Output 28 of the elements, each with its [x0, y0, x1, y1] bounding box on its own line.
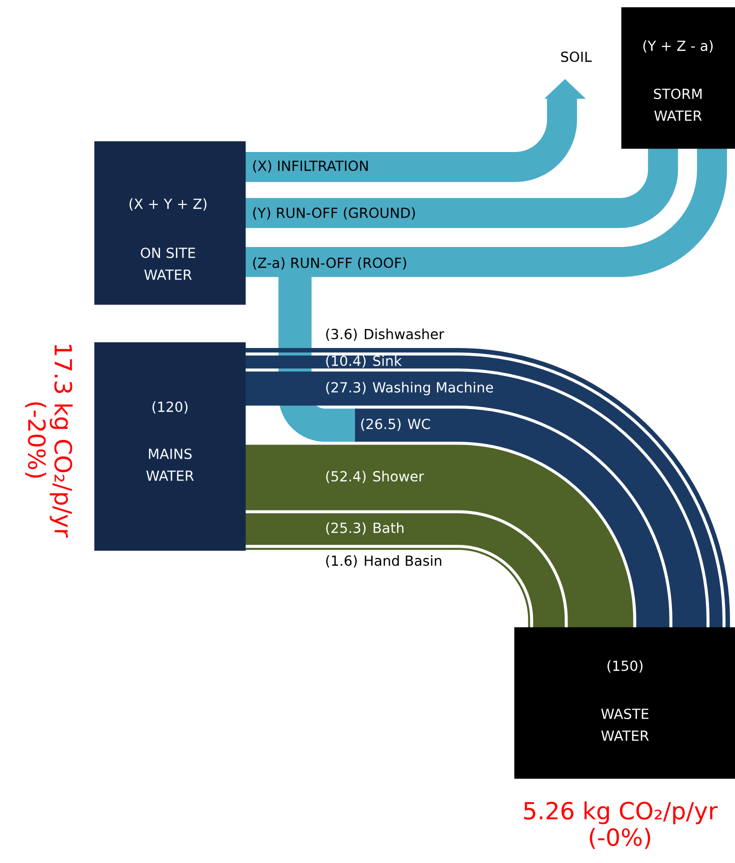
text: 5.26 kg CO₂/p/yr (-0%) [524, 801, 718, 849]
category-label: Hand Basin [364, 555, 442, 566]
category-label: Shower [373, 470, 424, 482]
data-label: (1.6) [326, 555, 357, 568]
text: ON SITE WATER [140, 248, 196, 280]
text: (Y + Z - a) [643, 40, 713, 53]
data-label: (10.4) [326, 355, 366, 368]
data-label: (25.3) [326, 522, 366, 535]
category-label: Bath [374, 522, 404, 534]
text: SOIL [561, 52, 592, 62]
text: (X + Y + Z) [130, 198, 206, 211]
category-label: WC [408, 418, 430, 430]
text: (Z-a) RUN-OFF (ROOF) [253, 257, 406, 270]
data-label: (27.3) [326, 382, 366, 394]
text: (150) [608, 660, 642, 673]
text: WASTE WATER [601, 708, 649, 741]
text: MAINS WATER [146, 448, 194, 481]
data-label: (26.5) [361, 418, 401, 431]
text: (Y) RUN-OFF (GROUND) [253, 207, 415, 220]
data-label: (52.4) [326, 470, 366, 484]
category-label: Washing Machine [372, 382, 494, 396]
text: (X) INFILTRATION [253, 160, 368, 173]
category-label: Sink [373, 355, 402, 366]
text: STORM WATER [654, 88, 702, 121]
category-label: Dishwasher [364, 328, 444, 340]
text: 17.3 kg CO₂/p/yr (-20%) [25, 344, 73, 538]
data-label: (3.6) [326, 328, 357, 341]
text: (120) [152, 401, 188, 414]
